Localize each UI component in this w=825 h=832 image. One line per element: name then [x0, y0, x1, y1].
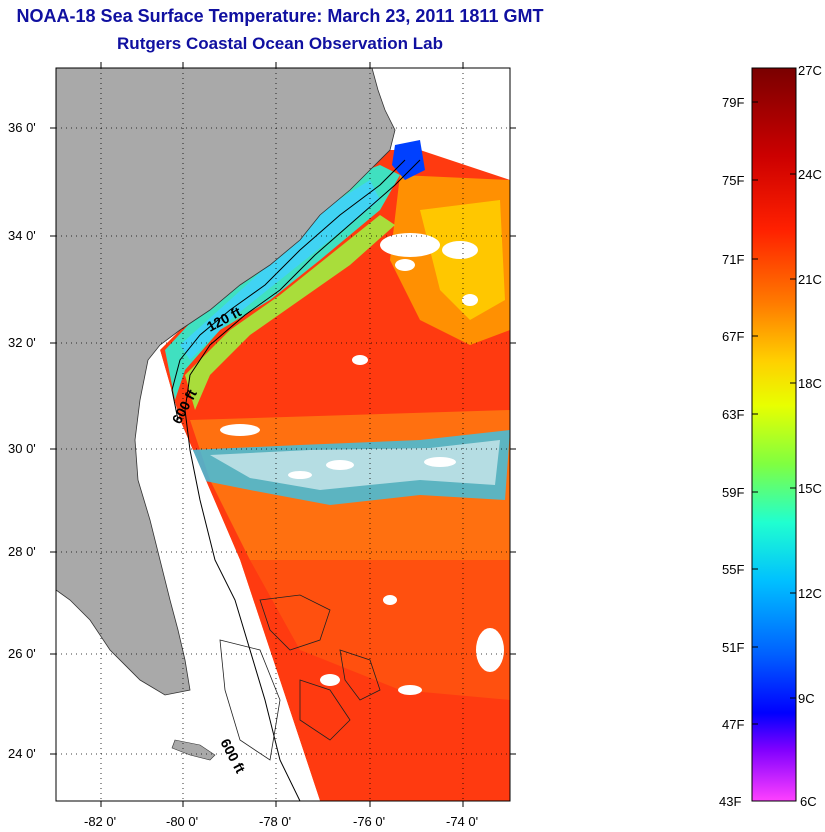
colorbar-f-59: 59F — [722, 485, 744, 500]
lon-label-80: -80 0' — [166, 814, 198, 829]
coastal-green-shelf — [185, 215, 395, 410]
colorbar-c-18: 18C — [798, 376, 822, 391]
lon-label-82: -82 0' — [84, 814, 116, 829]
lon-label-76: -76 0' — [353, 814, 385, 829]
colorbar-f-47: 47F — [722, 717, 744, 732]
colorbar-f-67: 67F — [722, 329, 744, 344]
land-keys — [171, 739, 216, 761]
lat-label-34: 34 0' — [8, 228, 36, 243]
contour-600ft — [184, 159, 421, 801]
colorbar-f-79: 79F — [722, 95, 744, 110]
cloud-band — [210, 440, 500, 490]
colorbar-c-9: 9C — [798, 691, 815, 706]
lon-label-78: -78 0' — [259, 814, 291, 829]
map-layers — [56, 68, 510, 801]
colorbar-f-51: 51F — [722, 640, 744, 655]
colorbar-c-15: 15C — [798, 481, 822, 496]
map-title: NOAA-18 Sea Surface Temperature: March 2… — [16, 6, 544, 26]
colorbar-c-12: 12C — [798, 586, 822, 601]
colorbar-ticks — [752, 101, 796, 725]
map-frame — [55, 67, 511, 802]
frame-ticks — [50, 62, 516, 807]
land-mainland — [56, 68, 396, 696]
lat-label-32: 32 0' — [8, 335, 36, 350]
lon-label-74: -74 0' — [446, 814, 478, 829]
lat-label-24: 24 0' — [8, 746, 36, 761]
graticule — [56, 68, 510, 801]
sst-south-orange — [250, 560, 510, 700]
colorbar-f-43: 43F — [719, 794, 741, 809]
lat-label-26: 26 0' — [8, 646, 36, 661]
pamlico-cold-water — [392, 140, 425, 180]
colorbar-c-27: 27C — [798, 63, 822, 78]
colorbar-f-55: 55F — [722, 562, 744, 577]
contour-120ft — [171, 159, 406, 421]
map-subtitle: Rutgers Coastal Ocean Observation Lab — [117, 34, 443, 53]
colorbar-f-71: 71F — [722, 252, 744, 267]
lat-label-30: 30 0' — [8, 441, 36, 456]
colorbar-f-63: 63F — [722, 407, 744, 422]
colorbar — [751, 67, 797, 802]
colorbar-c-21: 21C — [798, 272, 822, 287]
lat-label-36: 36 0' — [8, 120, 36, 135]
colorbar-f-75: 75F — [722, 173, 744, 188]
cloud-patches — [220, 233, 504, 695]
colorbar-c-6: 6C — [800, 794, 817, 809]
colorbar-c-24: 24C — [798, 167, 822, 182]
lat-label-28: 28 0' — [8, 544, 36, 559]
sst-yellow-region — [420, 200, 505, 320]
bahamas-outlines — [219, 594, 381, 761]
